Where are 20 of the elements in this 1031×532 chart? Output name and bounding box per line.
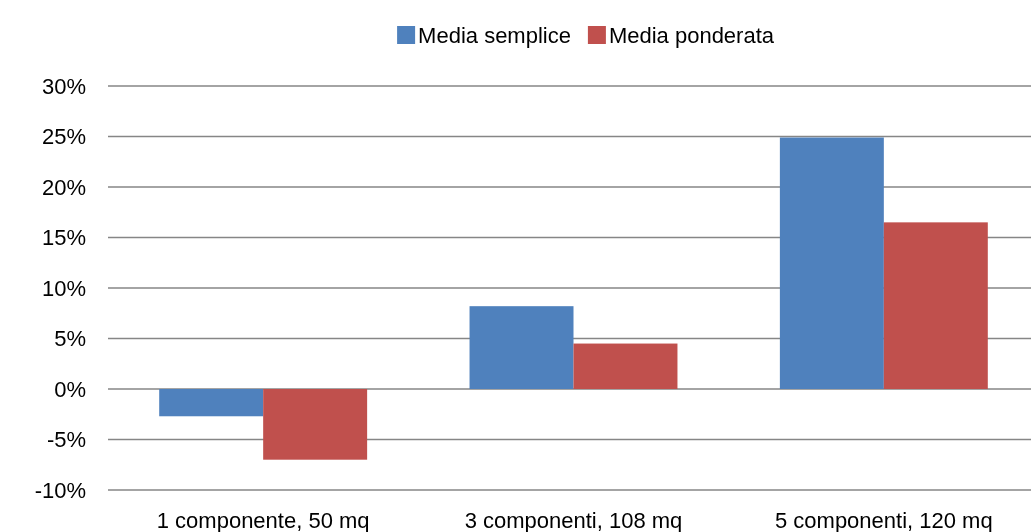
y-tick-label: -5% [46, 427, 86, 453]
bar [159, 389, 264, 417]
y-tick-label: 10% [41, 275, 86, 301]
bar [573, 343, 678, 389]
bar [883, 222, 988, 389]
y-tick-label: 0% [54, 376, 86, 402]
x-tick-label: 3 componenti, 108 mq [464, 508, 683, 532]
y-tick-label: 15% [41, 225, 86, 251]
bar [469, 306, 574, 389]
legend-label: Media semplice [418, 22, 571, 48]
y-tick-label: 25% [41, 124, 86, 150]
x-tick-label: 1 componente, 50 mq [156, 508, 370, 532]
y-tick-label: 20% [41, 174, 86, 200]
y-tick-label: 30% [41, 73, 86, 99]
bar [779, 137, 884, 389]
bar [263, 389, 368, 460]
x-tick-label: 5 componenti, 120 mq [774, 508, 993, 532]
legend-label: Media ponderata [608, 22, 775, 48]
y-tick-label: 5% [54, 326, 86, 352]
y-tick-label: -10% [34, 477, 86, 503]
